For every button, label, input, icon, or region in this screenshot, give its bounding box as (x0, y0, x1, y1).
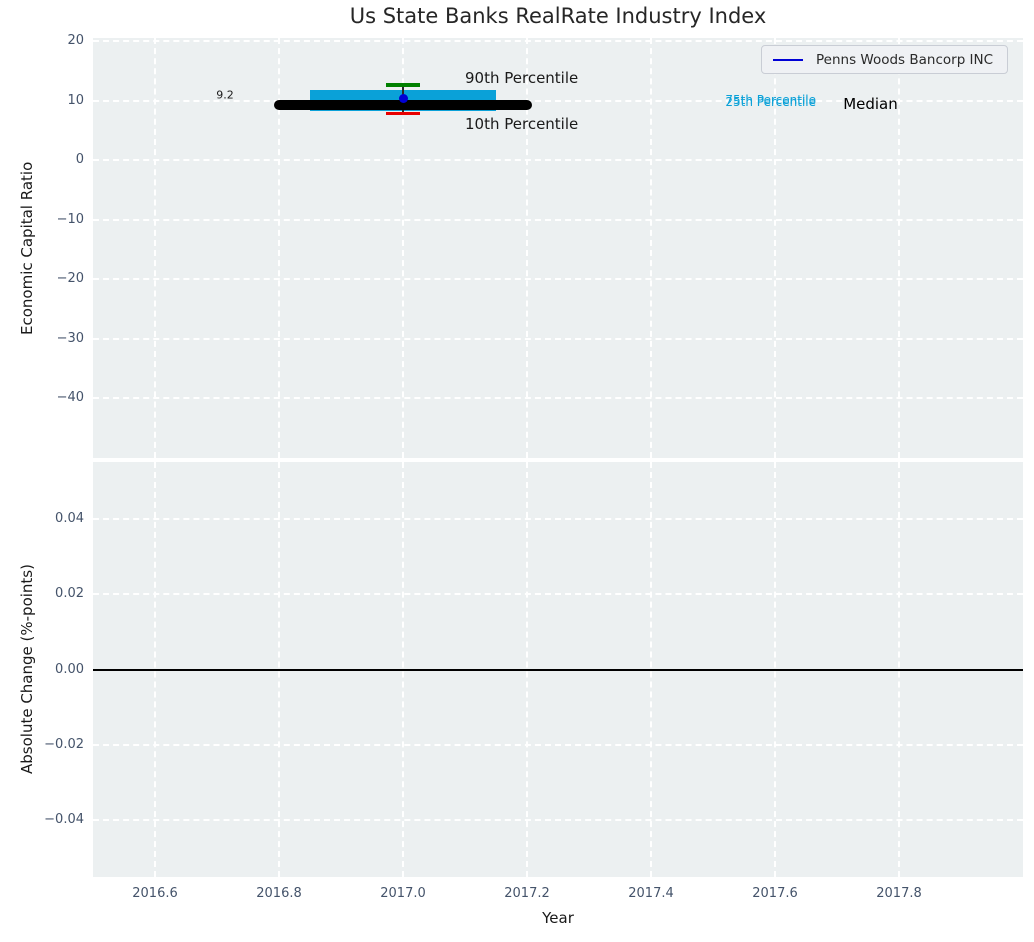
y-tick-label: −0.04 (44, 812, 84, 828)
y-tick-label: 10 (67, 92, 84, 108)
annotation-75th-percentile: 75th Percentile (725, 93, 816, 108)
grid-line-vertical (154, 38, 156, 458)
grid-line-vertical (898, 38, 900, 458)
x-tick-label: 2016.8 (256, 886, 302, 901)
y-tick-label: −20 (56, 271, 84, 287)
median-line (274, 100, 532, 111)
y-tick-label: −30 (56, 330, 84, 346)
x-tick-label: 2016.6 (132, 886, 178, 901)
y-tick-label: −10 (56, 211, 84, 227)
grid-line-horizontal (93, 397, 1023, 400)
y-tick-label: 0.00 (55, 661, 84, 677)
top-axes-economic-capital-ratio (93, 38, 1023, 458)
x-tick-label: 2017.4 (628, 886, 674, 901)
annotation-9-2: 9.2 (216, 88, 234, 102)
annotation-90th-percentile: 90th Percentile (465, 68, 579, 87)
x-tick-label: 2017.6 (752, 886, 798, 901)
grid-line-horizontal (93, 218, 1023, 221)
grid-line-vertical (774, 38, 776, 458)
whisker-cap-90th-percentile (385, 83, 421, 87)
annotation-median: Median (843, 95, 898, 114)
chart-title: Us State Banks RealRate Industry Index (349, 4, 767, 28)
grid-line-vertical (278, 38, 280, 458)
x-tick-label: 2017.8 (876, 886, 922, 901)
grid-line-horizontal (93, 159, 1023, 162)
grid-line-vertical (650, 38, 652, 458)
y-tick-label: 20 (67, 32, 84, 48)
grid-line-horizontal (93, 278, 1023, 281)
y-tick-label: 0.04 (55, 510, 84, 526)
annotation-25th-percentile: 25th Percentile (725, 95, 816, 110)
whisker-cap-10th-percentile (385, 111, 421, 116)
grid-line-horizontal (93, 517, 1023, 520)
x-tick-label: 2017.0 (380, 886, 426, 901)
y-tick-label: 0 (75, 152, 84, 168)
y-tick-label: 0.02 (55, 586, 84, 602)
x-axis-label: Year (542, 909, 574, 927)
y-tick-label: −40 (56, 390, 84, 406)
y-tick-label: −0.02 (44, 736, 84, 752)
grid-line-horizontal (93, 819, 1023, 822)
grid-line-vertical (526, 38, 528, 458)
zero-reference-line (93, 668, 1023, 671)
grid-line-vertical (402, 38, 404, 458)
grid-line-horizontal (93, 593, 1023, 596)
legend-label: Penns Woods Bancorp INC (816, 51, 994, 68)
grid-line-horizontal (93, 743, 1023, 746)
legend-line-sample (773, 58, 803, 61)
grid-line-horizontal (93, 99, 1023, 102)
company-marker (398, 94, 408, 104)
grid-line-horizontal (93, 39, 1023, 42)
annotation-10th-percentile: 10th Percentile (465, 114, 579, 133)
legend: Penns Woods Bancorp INC (761, 45, 1008, 74)
grid-line-horizontal (93, 337, 1023, 340)
x-tick-label: 2017.2 (504, 886, 550, 901)
